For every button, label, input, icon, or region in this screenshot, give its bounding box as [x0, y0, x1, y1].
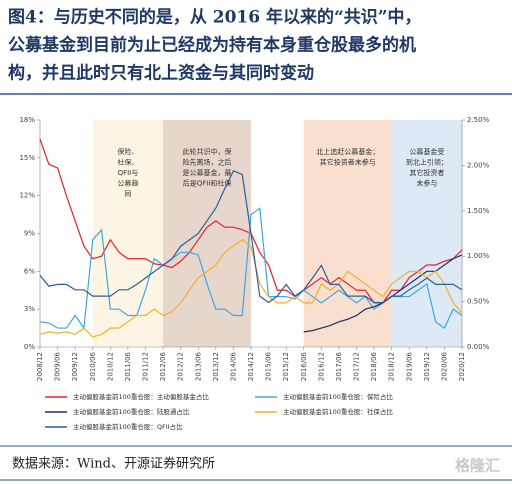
- y-tick-label: 18%: [19, 116, 35, 124]
- x-tick-label: 2013/12: [212, 352, 220, 381]
- region-annotation: 此轮共识中，保: [183, 147, 232, 156]
- y2-tick-label: 2.00%: [467, 161, 490, 169]
- region-annotation: 险先离场，之后: [183, 158, 232, 167]
- x-tick-label: 2018/06: [370, 351, 378, 381]
- watermark: 格隆汇: [455, 457, 500, 475]
- region-annotation: 社保、: [117, 158, 138, 167]
- y2-tick-label: 2.50%: [467, 116, 490, 124]
- x-tick-label: 2018/12: [388, 352, 396, 381]
- legend-label: 主动偏股基金前100重仓股：社保占比: [283, 407, 393, 416]
- x-tick-label: 2017/12: [353, 352, 361, 381]
- y2-tick-label: 0.50%: [467, 298, 490, 306]
- region-annotation: 北上追赶公募基金；: [316, 147, 379, 156]
- region-annotation: 公募趋: [117, 179, 138, 188]
- region-annotation: 其它投资者: [409, 168, 444, 177]
- region-annotation: 同: [124, 190, 131, 198]
- y-tick-label: 12%: [19, 192, 35, 200]
- x-tick-label: 2012/12: [177, 352, 185, 381]
- x-tick-label: 2011/12: [142, 352, 150, 381]
- x-tick-label: 2010/12: [106, 352, 114, 381]
- title-line: 图4：与历史不同的是，从 2016 年以来的“共识”中，: [8, 7, 422, 28]
- x-tick-label: 2008/12: [36, 352, 44, 381]
- source: 数据来源：Wind、开源证券研究所: [12, 456, 215, 472]
- y-tick-label: 0%: [24, 343, 35, 351]
- x-tick-label: 2016/12: [317, 352, 325, 381]
- region-annotation: QFII与: [118, 169, 139, 177]
- shaded-region: [92, 120, 164, 347]
- x-tick-label: 2012/06: [159, 351, 167, 381]
- region-annotation: 其它投资者未参与: [320, 158, 376, 167]
- legend-label: 主动偏股基金前100重仓股：主动偏股基金占比: [73, 392, 209, 401]
- x-tick-label: 2010/06: [89, 351, 97, 381]
- x-tick-label: 2016/06: [300, 351, 308, 381]
- region-annotation: 未参与: [416, 179, 437, 188]
- y-tick-label: 9%: [24, 230, 35, 238]
- y2-tick-label: 0.00%: [467, 343, 490, 351]
- region-annotation: 到北上引领；: [406, 158, 448, 167]
- series-line: [39, 239, 463, 338]
- y2-tick-label: 1.50%: [467, 207, 490, 215]
- region-annotation: 保险、: [117, 147, 138, 156]
- y-tick-label: 15%: [19, 154, 35, 162]
- y-tick-label: 6%: [24, 267, 35, 275]
- title-line: 公募基金到目前为止已经成为持有本身重仓股最多的机: [8, 35, 416, 56]
- x-tick-label: 2017/06: [335, 351, 343, 381]
- series-line: [39, 170, 463, 304]
- shaded-region: [391, 120, 462, 347]
- y2-tick-label: 1.00%: [467, 252, 490, 260]
- legend-label: 主动偏股基金前100重仓股：保险占比: [283, 392, 393, 401]
- x-tick-label: 2020/06: [440, 351, 448, 381]
- region-annotation: 公募基金受: [409, 147, 444, 156]
- x-tick-label: 2009/12: [71, 352, 79, 381]
- x-tick-label: 2011/06: [124, 351, 132, 381]
- region-annotation: 后是QFII和社保: [183, 179, 232, 188]
- shaded-region: [303, 120, 392, 347]
- x-tick-label: 2014/12: [247, 352, 255, 381]
- legend-label: 主动偏股基金前100重仓股：陆股通占比: [73, 407, 190, 416]
- shaded-region: [163, 120, 251, 347]
- x-tick-label: 2013/06: [194, 351, 202, 381]
- region-annotation: 是公募基金，最: [183, 168, 232, 177]
- x-tick-label: 2019/12: [423, 352, 431, 381]
- x-tick-label: 2014/06: [229, 351, 237, 381]
- x-tick-label: 2015/06: [265, 351, 273, 381]
- x-tick-label: 2020/12: [458, 352, 466, 381]
- x-tick-label: 2019/06: [405, 351, 413, 381]
- x-tick-label: 2015/12: [282, 352, 290, 381]
- x-tick-label: 2009/06: [54, 351, 62, 381]
- y-tick-label: 3%: [24, 305, 35, 313]
- title-line: 构，并且此时只有北上资金与其同时变动: [8, 63, 314, 84]
- legend-label: 主动偏股基金前100重仓股：QFII占比: [73, 422, 183, 431]
